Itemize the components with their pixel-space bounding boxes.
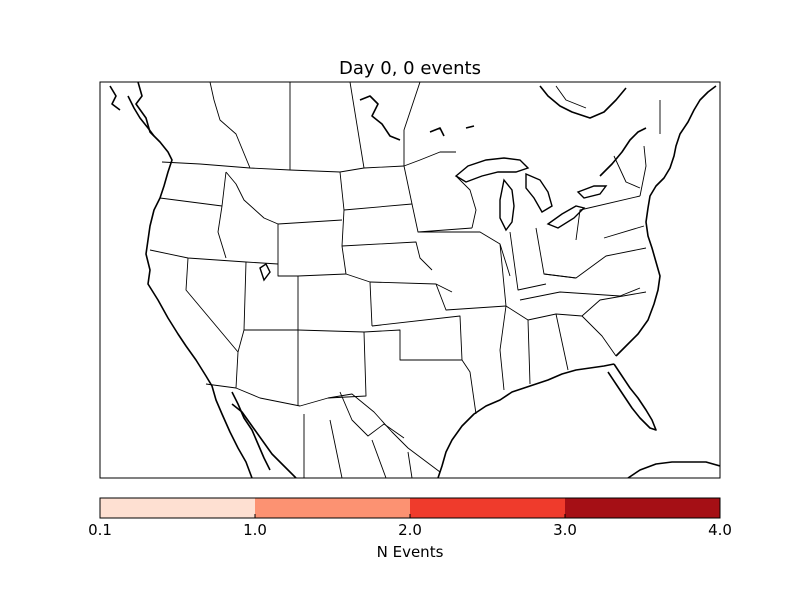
baja-coast xyxy=(231,391,271,471)
colorbar-segments xyxy=(100,498,720,518)
lake-huron xyxy=(525,172,553,213)
colorbar-segment xyxy=(255,498,410,518)
lake-erie xyxy=(546,205,586,229)
cuba-coast xyxy=(627,461,720,478)
colorbar-tick-label: 1.0 xyxy=(243,521,267,539)
lake-michigan xyxy=(499,178,515,232)
colorbar-segment xyxy=(410,498,565,518)
northern-lakes xyxy=(359,85,627,141)
map-frame xyxy=(99,81,721,479)
colorbar-segment xyxy=(100,498,255,518)
colorbar-segment xyxy=(565,498,720,518)
atlantic-coastline xyxy=(615,85,717,357)
colorbar-ticks: 0.1 1.0 2.0 3.0 4.0 xyxy=(88,514,732,539)
colorbar-tick-label: 3.0 xyxy=(553,521,577,539)
lake-ontario xyxy=(576,185,608,199)
colorbar: 0.1 1.0 2.0 3.0 4.0 N Events xyxy=(88,497,732,561)
map-panel xyxy=(99,81,721,479)
us-canada-border xyxy=(161,151,456,173)
bc-coast xyxy=(109,85,155,137)
great-salt-lake xyxy=(259,262,271,282)
colorbar-tick-label: 4.0 xyxy=(708,521,732,539)
gulf-coastline xyxy=(437,363,615,478)
colorbar-label: N Events xyxy=(377,543,444,561)
colorbar-tick-label: 0.1 xyxy=(88,521,112,539)
west-coastline xyxy=(135,82,253,478)
colorbar-tick-label: 2.0 xyxy=(398,521,422,539)
st-lawrence xyxy=(599,127,647,177)
florida-coast xyxy=(607,363,657,431)
gulf-california-coast xyxy=(231,403,297,478)
map-title: Day 0, 0 events xyxy=(339,58,481,79)
lake-superior xyxy=(454,157,530,183)
canadian-province-lines xyxy=(209,82,421,170)
us-mexico-border xyxy=(205,383,441,473)
state-boundaries xyxy=(149,85,661,478)
